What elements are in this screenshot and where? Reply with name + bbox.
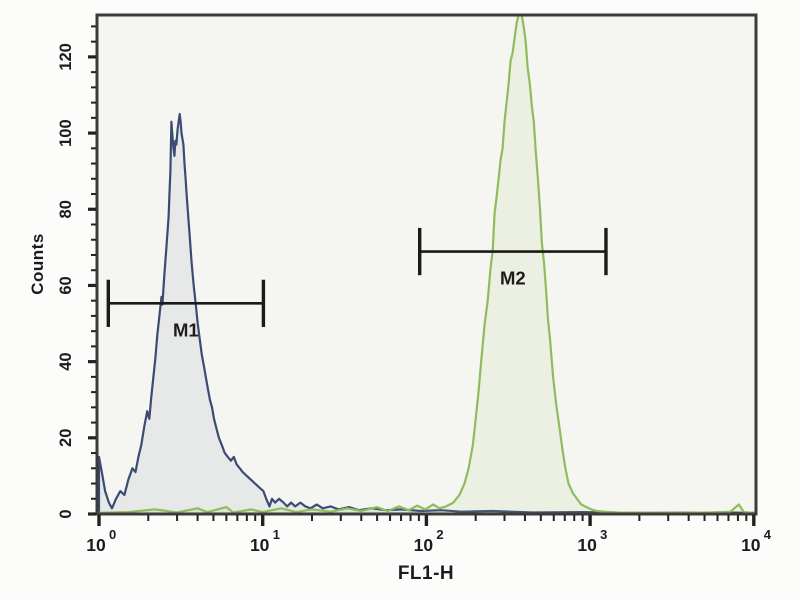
x-tick-exponent: 3 [600, 527, 607, 542]
marker-M1-label: M1 [173, 319, 199, 340]
x-tick-exponent: 2 [436, 527, 443, 542]
histogram-curves [98, 16, 755, 514]
plot-area-background [97, 15, 756, 514]
x-tick-exponent: 0 [109, 527, 116, 542]
y-tick-label: 0 [57, 509, 75, 518]
y-tick-label: 40 [57, 352, 75, 370]
x-tick-label: 10 [250, 535, 270, 555]
negative-control-population-curve [98, 112, 755, 514]
y-tick-label: 80 [57, 200, 75, 218]
marker-M1: M1 [106, 279, 266, 340]
negative-control-population-fill [99, 114, 754, 514]
y-tick-label: 60 [57, 276, 75, 294]
y-axis-title: Counts [28, 233, 47, 295]
x-tick-label: 10 [86, 535, 106, 555]
stained-population-curve [98, 16, 755, 514]
plot-frame [95, 13, 758, 516]
y-tick-label: 120 [57, 43, 75, 71]
x-axis-title: FL1-H [397, 563, 455, 584]
marker-M2: M2 [417, 227, 608, 289]
x-tick-label: 10 [741, 535, 761, 555]
x-tick-exponent: 4 [764, 527, 772, 542]
y-tick-label: 20 [57, 429, 75, 447]
x-tick-exponent: 1 [273, 527, 280, 542]
x-tick-label: 10 [577, 535, 597, 555]
y-tick-label: 100 [57, 119, 75, 147]
x-tick-label: 10 [414, 535, 434, 555]
region-markers: M1 M2 [106, 227, 608, 340]
marker-M2-label: M2 [500, 268, 526, 289]
